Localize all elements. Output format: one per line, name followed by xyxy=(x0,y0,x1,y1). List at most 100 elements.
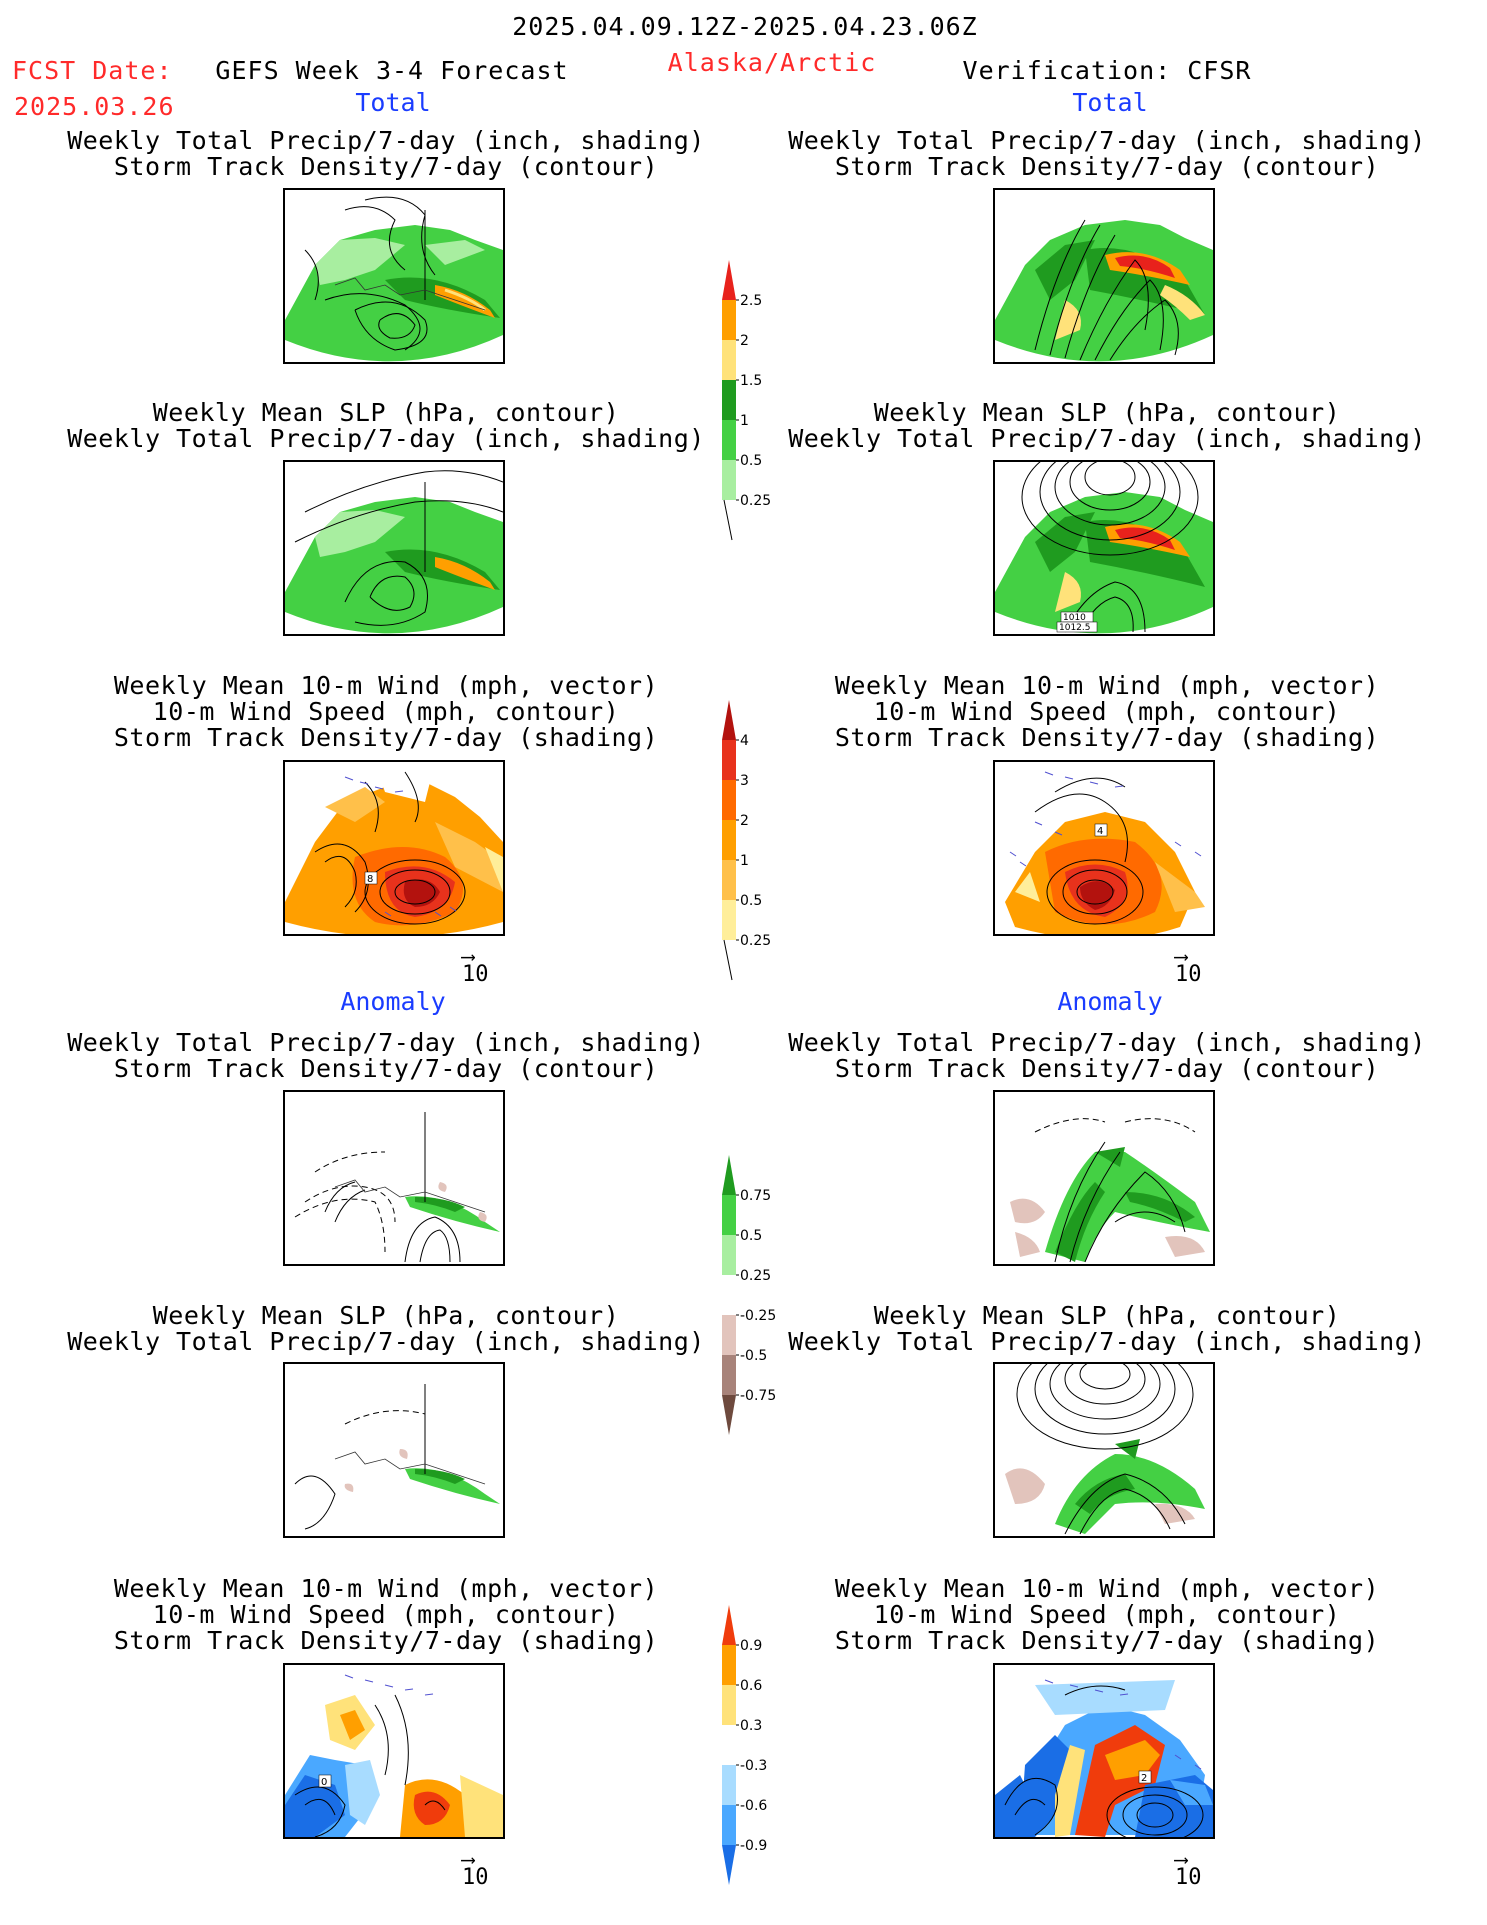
section-total-right: Total xyxy=(1072,88,1148,117)
title-line: Weekly Total Precip/7-day (inch, shading… xyxy=(67,1028,705,1057)
colorbar-label: 2 xyxy=(740,333,749,349)
fcst-label: FCST Date: xyxy=(12,56,173,85)
colorbar-segment xyxy=(722,1355,736,1395)
ref-vector-label: 10 xyxy=(462,962,489,987)
title-line: Weekly Total Precip/7-day (inch, shading… xyxy=(67,1327,705,1356)
title-r1: Weekly Total Precip/7-day (inch, shading… xyxy=(788,128,1426,180)
title-line: Weekly Mean SLP (hPa, contour) xyxy=(152,398,620,427)
colorbar-segment xyxy=(722,300,736,340)
title-line: 10-m Wind Speed (mph, contour) xyxy=(873,697,1341,726)
contour-label: 0 xyxy=(321,1777,327,1788)
contour-label: 1012.5 xyxy=(1059,623,1091,633)
arrow-right-icon: ⟶ xyxy=(1175,944,1188,968)
title-r3: Weekly Mean 10-m Wind (mph, vector) 10-m… xyxy=(835,673,1379,751)
region-title: Alaska/Arctic xyxy=(667,48,877,77)
colorbar-label: -0.6 xyxy=(740,1798,767,1814)
colorbar-tip xyxy=(722,700,736,740)
map-cfsr-slp-precip-anom xyxy=(993,1362,1215,1538)
title-line: Weekly Total Precip/7-day (inch, shading… xyxy=(67,126,705,155)
colorbar-label: 0.75 xyxy=(740,1188,771,1204)
title-line: Weekly Total Precip/7-day (inch, shading… xyxy=(788,1028,1426,1057)
colorbar-tip xyxy=(722,1605,736,1645)
colorbar-precip_anom: 0.75 0.5 0.25 -0.25 -0.5 -0.75 xyxy=(722,1155,776,1435)
colorbar-segment xyxy=(722,1645,736,1685)
map-cfsr-wind-track-anom: 2 xyxy=(993,1663,1215,1839)
colorbar-tail xyxy=(723,939,733,981)
colorbar-tail xyxy=(723,499,733,541)
colorbar-label: 2.5 xyxy=(740,293,762,309)
title-l3: Weekly Mean 10-m Wind (mph, vector) 10-m… xyxy=(114,673,658,751)
contour-label: 2 xyxy=(1141,1773,1147,1784)
colorbar-label: 0.25 xyxy=(740,493,771,509)
colorbar-segment xyxy=(722,860,736,900)
title-line: Storm Track Density/7-day (contour) xyxy=(113,1054,659,1083)
map-gefs-precip-track xyxy=(283,188,505,364)
title-line: Weekly Mean SLP (hPa, contour) xyxy=(152,1301,620,1330)
colorbar-segment xyxy=(722,740,736,780)
colorbar-label: 0.25 xyxy=(740,933,771,949)
colorbar-segment xyxy=(722,460,736,500)
title-r6: Weekly Mean 10-m Wind (mph, vector) 10-m… xyxy=(835,1576,1379,1654)
colorbar-label: 0.5 xyxy=(740,1228,762,1244)
forecast-name: GEFS Week 3-4 Forecast xyxy=(215,56,569,85)
colorbar-segment xyxy=(722,1685,736,1725)
colorbar-segment xyxy=(722,1725,736,1765)
colorbar-segment xyxy=(722,1765,736,1805)
colorbar-label: 4 xyxy=(740,733,749,749)
ref-vector-l6: ⟶ 10 xyxy=(462,1847,489,1890)
colorbar-segment xyxy=(722,420,736,460)
map-gefs-wind-track-anom: 0 xyxy=(283,1663,505,1839)
title-line: 10-m Wind Speed (mph, contour) xyxy=(873,1600,1341,1629)
contour-label: 8 xyxy=(367,874,373,885)
map-gefs-precip-track-anom xyxy=(283,1090,505,1266)
colorbar-label: -0.5 xyxy=(740,1348,767,1364)
title-r4: Weekly Total Precip/7-day (inch, shading… xyxy=(788,1030,1426,1082)
colorbar-segment xyxy=(722,340,736,380)
title-line: Weekly Total Precip/7-day (inch, shading… xyxy=(67,424,705,453)
title-line: Weekly Mean 10-m Wind (mph, vector) xyxy=(113,1574,659,1603)
title-line: Weekly Total Precip/7-day (inch, shading… xyxy=(788,1327,1426,1356)
title-line: Storm Track Density/7-day (shading) xyxy=(113,723,659,752)
map-gefs-wind-track: 8 xyxy=(283,760,505,936)
ref-vector-r6: ⟶ 10 xyxy=(1175,1849,1202,1890)
fcst-date: 2025.03.26 xyxy=(14,92,175,121)
ref-vector-label: 10 xyxy=(1175,962,1202,987)
title-line: Storm Track Density/7-day (shading) xyxy=(834,723,1380,752)
title-r2: Weekly Mean SLP (hPa, contour) Weekly To… xyxy=(788,400,1426,452)
title-l4: Weekly Total Precip/7-day (inch, shading… xyxy=(67,1030,705,1082)
title-line: Storm Track Density/7-day (shading) xyxy=(834,1626,1380,1655)
colorbar-segment xyxy=(722,1805,736,1845)
colorbar-label: 0.5 xyxy=(740,893,762,909)
map-gefs-slp-precip xyxy=(283,460,505,636)
title-line: 10-m Wind Speed (mph, contour) xyxy=(152,697,620,726)
arrow-right-icon: ⟶ xyxy=(462,1847,475,1871)
title-r5: Weekly Mean SLP (hPa, contour) Weekly To… xyxy=(788,1303,1426,1355)
title-line: Weekly Mean SLP (hPa, contour) xyxy=(873,1301,1341,1330)
colorbar-segment xyxy=(722,1315,736,1355)
ref-vector-label: 10 xyxy=(1175,1865,1202,1890)
colorbar-storm_anom: 0.9 0.6 0.3 -0.3 -0.6 -0.9 xyxy=(722,1605,767,1885)
colorbar-label: 0.6 xyxy=(740,1678,762,1694)
contour-label: 4 xyxy=(1097,826,1103,837)
title-l6: Weekly Mean 10-m Wind (mph, vector) 10-m… xyxy=(114,1576,658,1654)
colorbar-label: 0.3 xyxy=(740,1718,762,1734)
colorbar-label: 3 xyxy=(740,773,749,789)
title-line: 10-m Wind Speed (mph, contour) xyxy=(152,1600,620,1629)
title-line: Weekly Mean 10-m Wind (mph, vector) xyxy=(113,671,659,700)
colorbar-label: 1 xyxy=(740,853,749,869)
colorbar-label: 0.9 xyxy=(740,1638,762,1654)
map-cfsr-precip-track-anom xyxy=(993,1090,1215,1266)
colorbar-label: 1 xyxy=(740,413,749,429)
colorbar-label: -0.75 xyxy=(740,1388,776,1404)
colorbar-tip xyxy=(722,260,736,300)
colorbars: 2.5 2 1.5 1 0.5 0.25 4 3 2 1 0.5 0.25 0.75 0.5 0.25 -0.… xyxy=(722,260,776,1885)
colorbar-segment xyxy=(722,820,736,860)
colorbar-segment xyxy=(722,380,736,420)
title-line: Storm Track Density/7-day (contour) xyxy=(113,152,659,181)
title-l1: Weekly Total Precip/7-day (inch, shading… xyxy=(67,128,705,180)
date-range: 2025.04.09.12Z-2025.04.23.06Z xyxy=(512,12,978,41)
title-line: Weekly Total Precip/7-day (inch, shading… xyxy=(788,126,1426,155)
colorbar-segment xyxy=(722,1195,736,1235)
title-l5: Weekly Mean SLP (hPa, contour) Weekly To… xyxy=(67,1303,705,1355)
map-cfsr-slp-precip: 1010 1012.5 xyxy=(993,460,1215,636)
